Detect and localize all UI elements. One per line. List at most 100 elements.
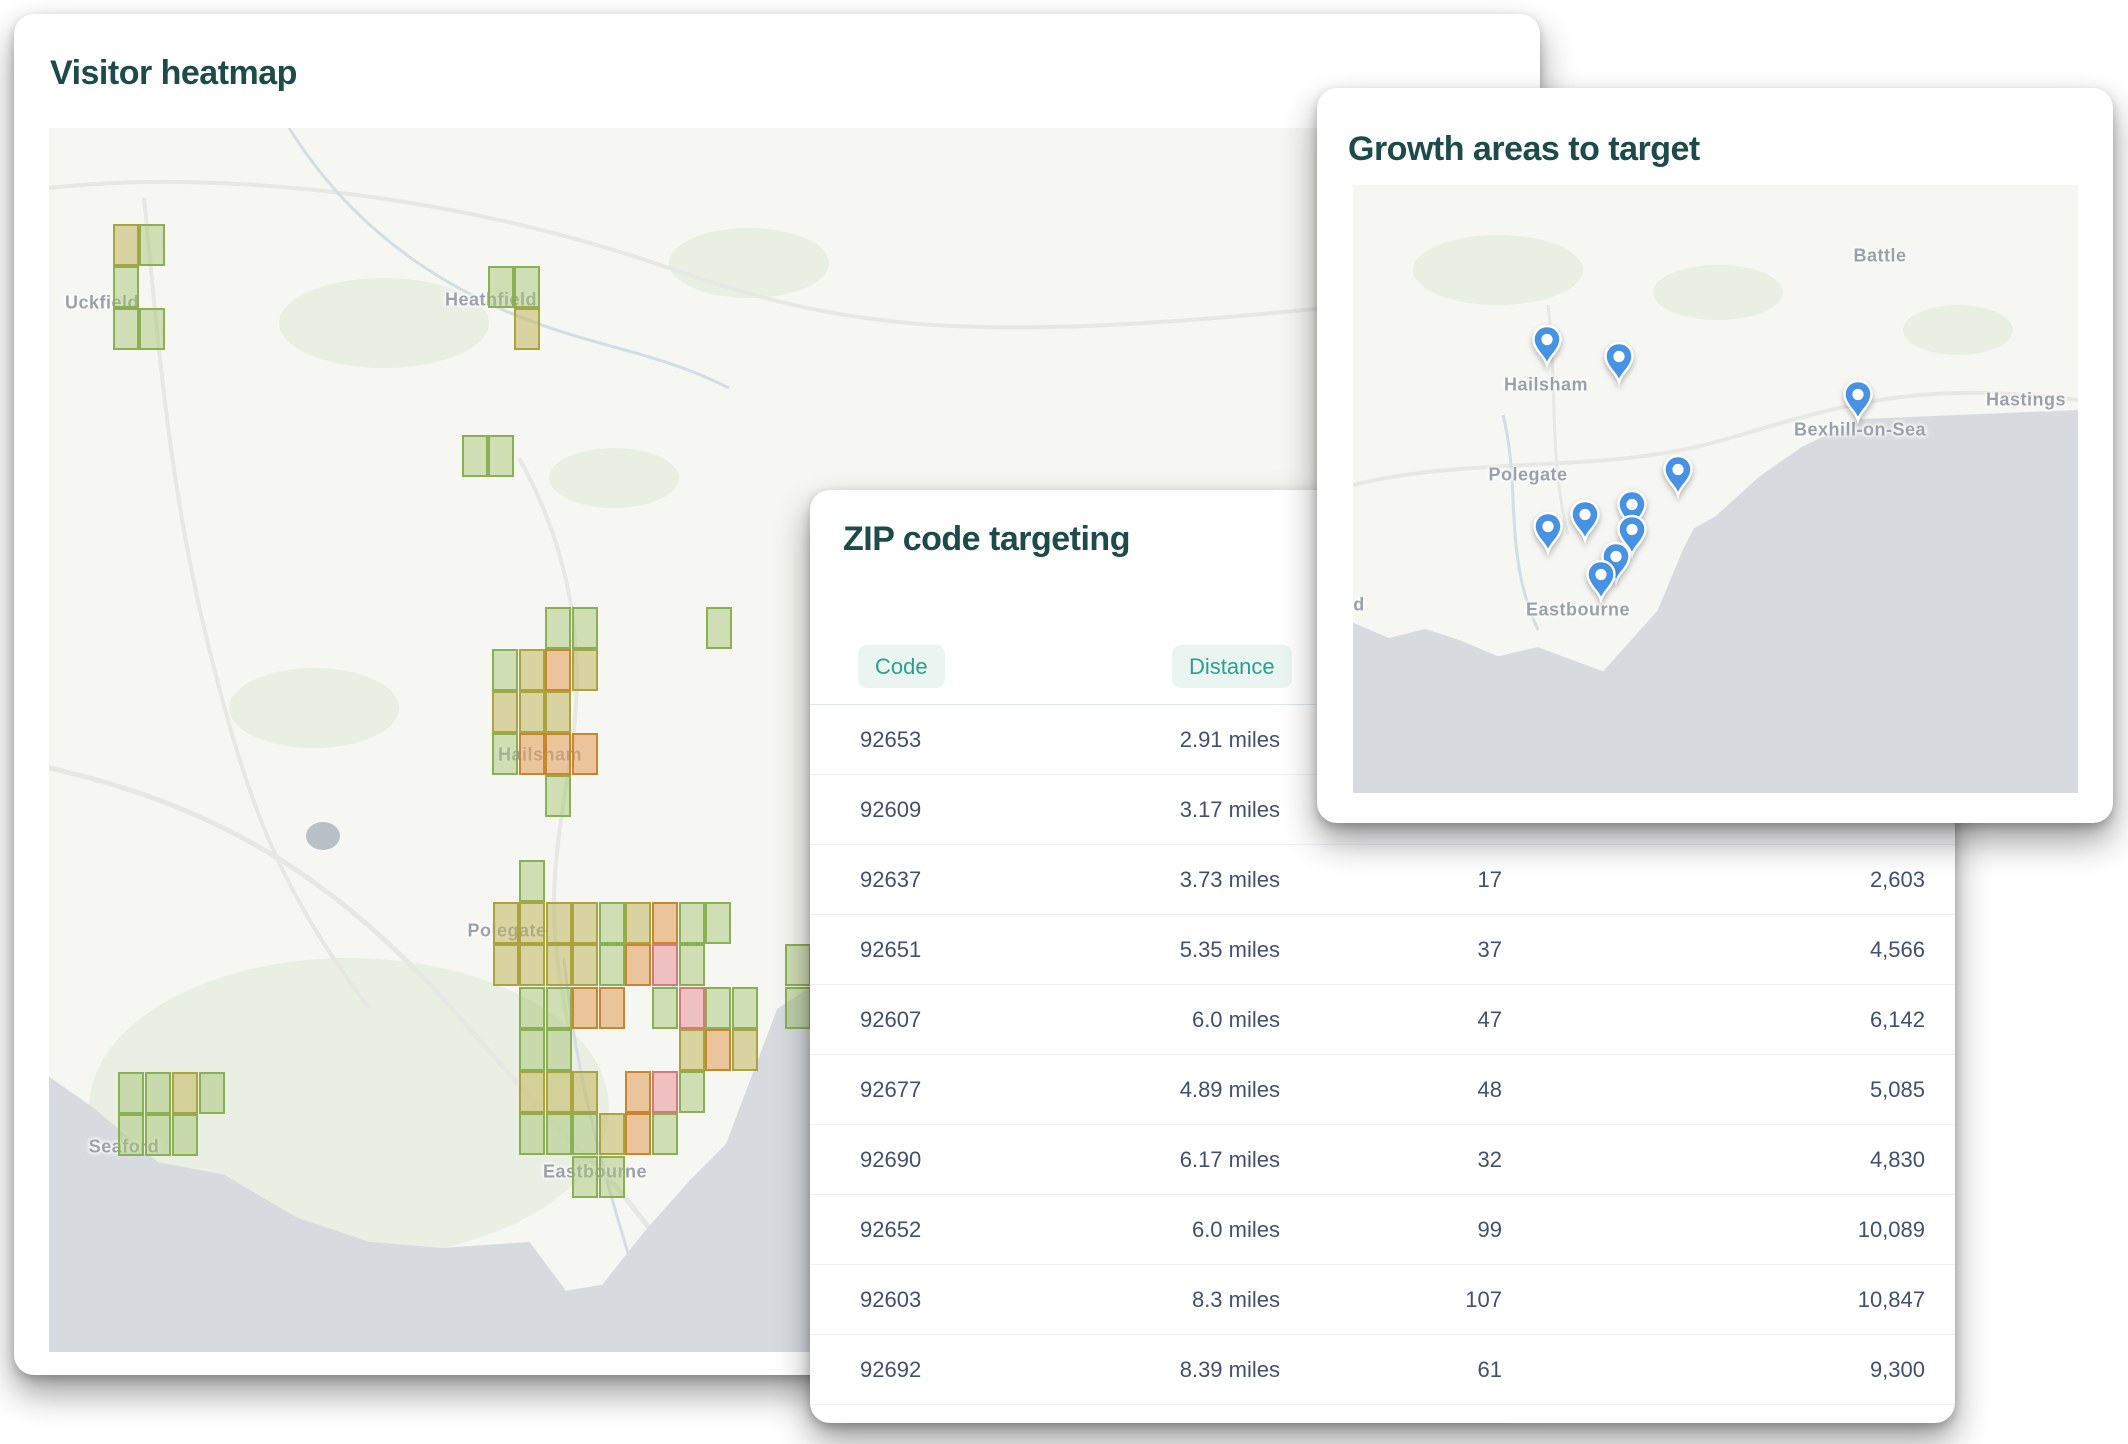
heatmap-cell: [572, 902, 598, 944]
code-column-header[interactable]: Code: [858, 645, 945, 688]
heatmap-cell: [118, 1072, 144, 1114]
heatmap-cell: [519, 649, 545, 691]
heatmap-cell: [679, 1029, 705, 1071]
heatmap-cell: [572, 607, 598, 649]
location-pin-icon[interactable]: [1602, 341, 1636, 387]
location-pin-icon[interactable]: [1530, 324, 1564, 370]
heatmap-cell: [572, 733, 598, 775]
heatmap-cell: [545, 607, 571, 649]
map-greenery: [229, 668, 399, 748]
location-pin-icon[interactable]: [1615, 514, 1649, 560]
zip-code-value: 92609: [860, 797, 922, 822]
location-pin-icon[interactable]: [1661, 454, 1695, 500]
visits-value: 47: [1477, 1007, 1502, 1032]
city-label: Bexhill-on-Sea: [1793, 419, 1927, 440]
distance-value: 8.39 miles: [1179, 1357, 1280, 1382]
visits-value: 107: [1465, 1287, 1502, 1312]
heatmap-cell: [172, 1114, 198, 1156]
heatmap-cell: [652, 987, 678, 1029]
heatmap-cell: [652, 902, 678, 944]
distance-value: 6.17 miles: [1179, 1147, 1280, 1172]
heatmap-cell: [785, 944, 811, 986]
total-value: 2,603: [1869, 867, 1925, 892]
heatmap-cell: [546, 1029, 572, 1071]
zip-code-value: 92637: [860, 867, 922, 892]
map-greenery: [549, 448, 679, 508]
heatmap-cell: [732, 987, 758, 1029]
zip-code-value: 92603: [860, 1287, 922, 1312]
heatmap-cell: [572, 944, 598, 986]
visits-value: 32: [1477, 1147, 1502, 1172]
zip-code-value: 92652: [860, 1217, 922, 1242]
table-row: 92692 8.39 miles 61 9,300: [810, 1335, 1955, 1405]
city-label: Eastbourne: [1525, 599, 1631, 620]
heatmap-cell: [113, 266, 139, 308]
heatmap-cell: [705, 1029, 731, 1071]
heatmap-cell: [546, 944, 572, 986]
visits-value: 48: [1477, 1077, 1502, 1102]
location-pin-icon[interactable]: [1568, 499, 1602, 545]
heatmap-cell: [546, 902, 572, 944]
heatmap-cell: [572, 1156, 598, 1198]
heatmap-cell: [545, 649, 571, 691]
heatmap-cell: [599, 902, 625, 944]
location-pin-icon[interactable]: [1531, 511, 1565, 557]
heatmap-cell: [625, 944, 651, 986]
zip-code-value: 92690: [860, 1147, 922, 1172]
total-value: 6,142: [1869, 1007, 1925, 1032]
heatmap-cell: [519, 902, 545, 944]
growth-areas-map[interactable]: Battle Hastings Bexhill-on-Sea Hailsham Pole…: [1353, 185, 2078, 793]
growth-areas-card: Growth areas to target Battle Hastings Bex…: [1317, 88, 2113, 823]
heatmap-cell: [113, 308, 139, 350]
heatmap-cell: [545, 733, 571, 775]
heatmap-cell: [705, 902, 731, 944]
heatmap-cell: [139, 224, 165, 266]
distance-value: 2.91 miles: [1179, 727, 1280, 752]
total-value: 4,566: [1869, 937, 1925, 962]
location-pin-icon[interactable]: [1615, 489, 1649, 535]
total-value: 10,089: [1857, 1217, 1925, 1242]
heatmap-cell: [139, 308, 165, 350]
heatmap-cell: [679, 944, 705, 986]
map-greenery: [279, 278, 489, 368]
visits-value: 61: [1477, 1357, 1502, 1382]
zip-code-value: 92653: [860, 727, 922, 752]
heatmap-cell: [519, 860, 545, 902]
growth-card-title: Growth areas to target: [1348, 130, 1700, 168]
distance-value: 8.3 miles: [1191, 1287, 1280, 1312]
heatmap-cell: [572, 1071, 598, 1113]
heatmap-cell: [545, 775, 571, 817]
heatmap-cell: [514, 266, 540, 308]
city-label: Polegate: [1488, 464, 1568, 485]
heatmap-cell: [493, 944, 519, 986]
heatmap-cell: [199, 1072, 225, 1114]
heatmap-cell: [145, 1072, 171, 1114]
distance-column-header[interactable]: Distance: [1172, 645, 1292, 688]
heatmap-cell: [652, 944, 678, 986]
heatmap-cell: [785, 987, 811, 1029]
heatmap-cell: [519, 1113, 545, 1155]
heatmap-cell: [493, 902, 519, 944]
zip-code-value: 92651: [860, 937, 922, 962]
location-pin-icon[interactable]: [1584, 559, 1618, 605]
total-value: 10,847: [1857, 1287, 1925, 1312]
location-pin-icon[interactable]: [1841, 379, 1875, 425]
heatmap-cell: [625, 902, 651, 944]
heatmap-cell: [519, 1029, 545, 1071]
zip-table: 92653 2.91 miles 92609 3.17 miles 92637 3.73 …: [810, 704, 1955, 1405]
zip-code-value: 92692: [860, 1357, 922, 1382]
map-greenery: [1413, 235, 1583, 305]
visitor-heatmap-title: Visitor heatmap: [50, 54, 297, 92]
heatmap-cell: [572, 987, 598, 1029]
heatmap-cell: [462, 435, 488, 477]
city-label: Hastings: [1985, 389, 2067, 410]
city-label: d: [1353, 594, 1365, 615]
distance-value: 6.0 miles: [1191, 1217, 1280, 1242]
total-value: 5,085: [1869, 1077, 1925, 1102]
table-row: 92637 3.73 miles 17 2,603: [810, 845, 1955, 915]
heatmap-cell: [492, 691, 518, 733]
heatmap-cell: [705, 987, 731, 1029]
location-pin-icon[interactable]: [1599, 541, 1633, 587]
zip-code-value: 92607: [860, 1007, 922, 1032]
distance-value: 3.17 miles: [1179, 797, 1280, 822]
